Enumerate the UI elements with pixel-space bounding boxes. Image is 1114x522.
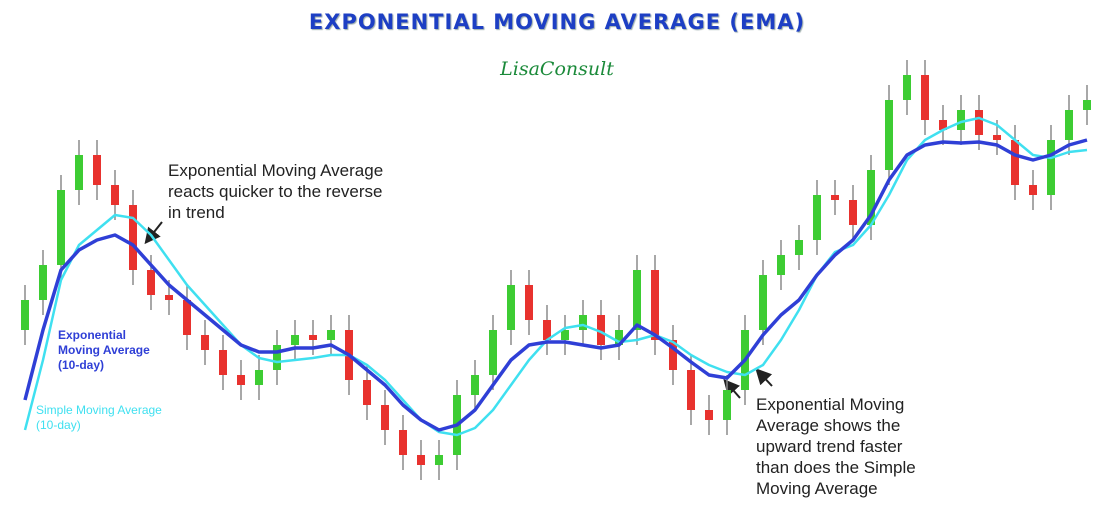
candle-body (813, 195, 821, 240)
annotation-line: than does the Simple (756, 458, 916, 477)
annotation-line: Exponential Moving Average (168, 161, 384, 180)
candle-body (687, 370, 695, 410)
candle-body (219, 350, 227, 375)
candle-body (525, 285, 533, 320)
candle-body (435, 455, 443, 465)
candle-body (543, 320, 551, 340)
arrow (755, 368, 773, 387)
candle-body (1047, 140, 1055, 195)
candle-body (939, 120, 947, 130)
candle-body (615, 330, 623, 345)
candle-body (651, 270, 659, 340)
series-line (23, 138, 1088, 432)
candle-body (129, 205, 137, 270)
candle-body (147, 270, 155, 295)
candle-body (75, 155, 83, 190)
candle-body (399, 430, 407, 455)
candle-body (273, 345, 281, 370)
series-line (23, 116, 1088, 437)
candle-body (903, 75, 911, 100)
candle-body (1083, 100, 1091, 110)
candle-body (867, 170, 875, 225)
candle-body (597, 315, 605, 345)
series-label: Exponential Moving Average (10-day) (58, 328, 150, 372)
candle-body (363, 380, 371, 405)
candle-body (255, 370, 263, 385)
arrow (144, 221, 163, 245)
annotation-line: Moving Average (756, 479, 878, 498)
candle-body (93, 155, 101, 185)
candle-body (993, 135, 1001, 140)
candle-body (507, 285, 515, 330)
annotation-line: upward trend faster (756, 437, 903, 456)
chart-title: EXPONENTIAL MOVING AVERAGE (EMA) (308, 10, 806, 34)
candle-body (489, 330, 497, 375)
annotation-line: reacts quicker to the reverse (168, 182, 383, 201)
arrow (723, 378, 741, 399)
candle-body (831, 195, 839, 200)
candle-body (723, 390, 731, 420)
series-label: Simple Moving Average (10-day) (36, 403, 162, 432)
candle-body (201, 335, 209, 350)
candle-body (417, 455, 425, 465)
candle-body (327, 330, 335, 340)
candle-body (777, 255, 785, 275)
candle-body (183, 300, 191, 335)
candle-body (111, 185, 119, 205)
annotation-line: in trend (168, 203, 225, 222)
candle-body (849, 200, 857, 225)
candle-body (237, 375, 245, 385)
annotation: Exponential Moving Average shows the upwar… (756, 394, 916, 499)
candle-body (1029, 185, 1037, 195)
candle-body (1011, 140, 1019, 185)
candle-body (957, 110, 965, 130)
candle-body (381, 405, 389, 430)
candle-body (633, 270, 641, 330)
candle-body (39, 265, 47, 300)
candle-body (471, 375, 479, 395)
candle-body (669, 340, 677, 370)
annotation-line: Average shows the (756, 416, 901, 435)
candle-body (705, 410, 713, 420)
candle-body (975, 110, 983, 135)
annotation-line: Exponential Moving (756, 395, 905, 414)
candle-body (579, 315, 587, 330)
chart-subtitle: LisaConsult (500, 58, 614, 80)
candle-body (165, 295, 173, 300)
candle-body (885, 100, 893, 170)
candle-body (57, 190, 65, 265)
candle-body (561, 330, 569, 340)
candle-body (795, 240, 803, 255)
candle-body (759, 275, 767, 330)
candle-body (921, 75, 929, 120)
annotation: Exponential Moving Average reacts quicker… (168, 160, 383, 223)
candle-body (1065, 110, 1073, 140)
candle-body (291, 335, 299, 345)
candle-body (21, 300, 29, 330)
candle-body (309, 335, 317, 340)
